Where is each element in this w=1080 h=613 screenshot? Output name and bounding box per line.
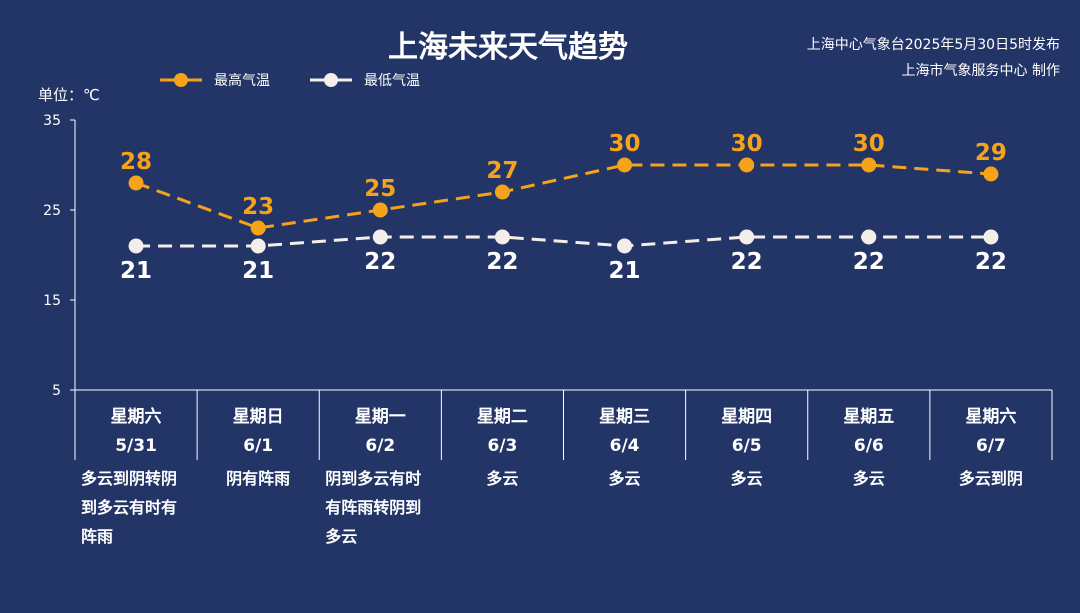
high-temp-point (494, 184, 510, 200)
weather-description-line: 多云到阴转阴 (81, 469, 178, 488)
high-temp-point (250, 220, 266, 236)
low-temp-data-label: 21 (120, 258, 152, 284)
high-temp-point (861, 157, 877, 173)
high-temp-point (739, 157, 755, 173)
weather-description-line: 阴到多云有时 (325, 469, 422, 488)
low-temp-data-label: 22 (364, 249, 396, 275)
x-tick-date: 6/5 (732, 436, 762, 456)
weather-description-line: 多云 (608, 469, 641, 488)
source-line-1: 上海中心气象台2025年5月30日5时发布 (806, 37, 1060, 53)
x-tick-weekday: 星期二 (477, 407, 528, 427)
weather-description: 多云 (565, 464, 685, 493)
low-temp-line (136, 235, 991, 248)
high-temp-data-label: 23 (242, 194, 274, 220)
weather-description: 多云到阴 (931, 464, 1051, 493)
low-temp-point (617, 238, 633, 254)
weather-description-line: 阵雨 (81, 527, 114, 546)
low-temp-point (250, 238, 266, 254)
x-tick-weekday: 星期六 (111, 406, 162, 427)
weather-description: 多云到阴转阴 到多云有时有 阵雨 (81, 464, 203, 551)
legend-item-low: 最低气温 (310, 70, 420, 90)
x-tick-date: 6/2 (365, 436, 395, 456)
source-line-2: 上海市气象服务中心 制作 (901, 63, 1060, 79)
legend-low-marker-icon (310, 73, 352, 87)
weather-description-line: 多云 (730, 469, 763, 488)
high-temp-point (983, 166, 999, 182)
weather-description-line: 多云 (486, 469, 519, 488)
y-tick-label: 35 (43, 113, 61, 129)
low-temp-data-label: 22 (975, 249, 1007, 275)
x-tick-date: 6/3 (488, 436, 518, 456)
low-temp-point (861, 229, 877, 245)
legend-high-label: 最高气温 (214, 73, 270, 89)
weather-description: 阴到多云有时 有阵雨转阴到 多云 (325, 464, 447, 551)
x-tick-weekday: 星期日 (233, 407, 284, 427)
legend-high-marker-icon (160, 73, 202, 87)
high-temp-data-label: 27 (486, 158, 518, 184)
weather-description: 多云 (442, 464, 562, 493)
weather-description: 阴有阵雨 (198, 464, 318, 493)
high-temp-data-label: 30 (853, 131, 885, 157)
high-temp-point (617, 157, 633, 173)
x-tick-weekday: 星期四 (721, 407, 772, 427)
chart-title: 上海未来天气趋势 (388, 30, 628, 65)
high-temp-data-label: 28 (120, 149, 152, 175)
high-temp-line (135, 163, 992, 230)
y-tick-label: 25 (43, 203, 61, 219)
weather-description-line: 多云 (852, 469, 885, 488)
low-temp-point (128, 238, 144, 254)
x-tick-weekday: 星期一 (355, 407, 406, 427)
weather-description-line: 阴有阵雨 (226, 469, 291, 488)
weather-description-line: 到多云有时有 (81, 498, 178, 517)
high-temp-data-label: 29 (975, 140, 1007, 166)
y-axis-unit-label: 单位：℃ (38, 86, 100, 104)
high-temp-data-label: 30 (609, 131, 641, 157)
x-tick-weekday: 星期五 (843, 407, 894, 427)
x-tick-date: 5/31 (115, 436, 157, 456)
low-temp-data-label: 21 (242, 258, 274, 284)
y-tick-label: 5 (52, 383, 61, 399)
x-tick-date: 6/6 (854, 436, 884, 456)
x-tick-date: 6/7 (976, 436, 1006, 456)
weather-description: 多云 (687, 464, 807, 493)
weather-description-line: 多云到阴 (958, 469, 1023, 488)
low-temp-point (739, 229, 755, 245)
low-temp-point (372, 229, 388, 245)
legend-item-high: 最高气温 (160, 70, 270, 90)
weather-description-line: 多云 (325, 527, 358, 546)
x-tick-weekday: 星期三 (599, 407, 650, 427)
low-temp-data-label: 22 (486, 249, 518, 275)
legend-low-label: 最低气温 (364, 73, 420, 89)
low-temp-data-label: 21 (609, 258, 641, 284)
high-temp-data-label: 25 (364, 176, 396, 202)
high-temp-data-label: 30 (731, 131, 763, 157)
x-tick-date: 6/1 (243, 436, 273, 456)
y-tick-label: 15 (43, 293, 61, 309)
weather-description: 多云 (809, 464, 929, 493)
high-temp-point (372, 202, 388, 218)
low-temp-data-label: 22 (853, 249, 885, 275)
low-temp-point (983, 229, 999, 245)
high-temp-point (128, 175, 144, 191)
x-tick-date: 6/4 (610, 436, 640, 456)
low-temp-point (494, 229, 510, 245)
weather-description-line: 有阵雨转阴到 (325, 498, 422, 517)
low-temp-data-label: 22 (731, 249, 763, 275)
x-tick-weekday: 星期六 (965, 406, 1016, 427)
